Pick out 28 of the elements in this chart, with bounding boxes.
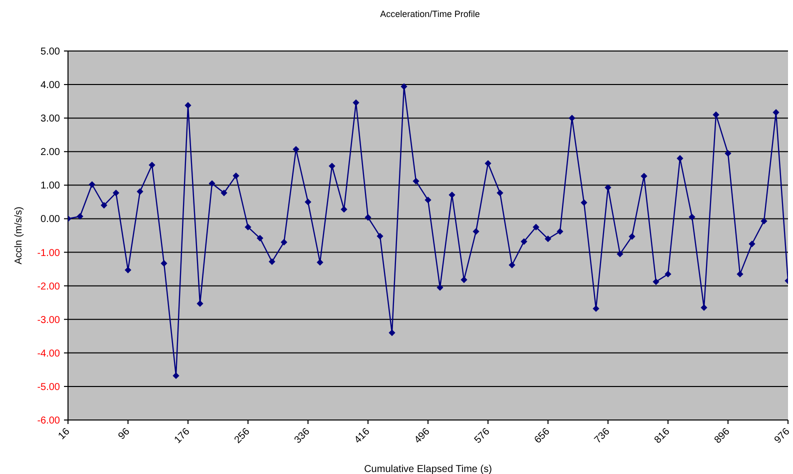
x-tick-label: 256: [232, 426, 252, 446]
x-tick-label: 816: [652, 426, 672, 446]
y-tick-label: -3.00: [37, 314, 60, 326]
y-tick-label: -1.00: [37, 248, 60, 259]
y-tick-label: -2.00: [37, 281, 60, 292]
x-tick-label: 496: [412, 426, 432, 446]
y-tick-label: 1.00: [40, 180, 60, 192]
x-tick-label: 96: [116, 426, 132, 442]
x-tick-label: 576: [472, 426, 492, 446]
x-tick-label: 176: [172, 426, 192, 446]
x-tick-label: 16: [56, 426, 72, 442]
y-tick-label: -4.00: [37, 348, 60, 360]
y-tick-label: -6.00: [37, 416, 60, 426]
y-tick-label: 5.00: [40, 46, 60, 58]
x-tick-label: 976: [772, 426, 792, 446]
y-tick-label: 4.00: [40, 80, 60, 92]
y-tick-label: 3.00: [40, 114, 60, 125]
y-tick-label: 2.00: [40, 147, 60, 158]
x-tick-label: 656: [532, 426, 552, 446]
x-tick-label: 896: [712, 426, 732, 446]
y-tick-label: -5.00: [37, 382, 60, 393]
x-tick-label: 736: [592, 426, 612, 446]
x-tick-label: 416: [352, 426, 372, 446]
y-tick-label: 0.00: [40, 214, 60, 226]
x-tick-label: 336: [292, 426, 312, 446]
x-axis-title: Cumulative Elapsed Time (s): [364, 464, 492, 474]
chart-title: Acceleration/Time Profile: [379, 9, 481, 19]
y-axis-title: Accln (m/s/s): [14, 206, 25, 264]
